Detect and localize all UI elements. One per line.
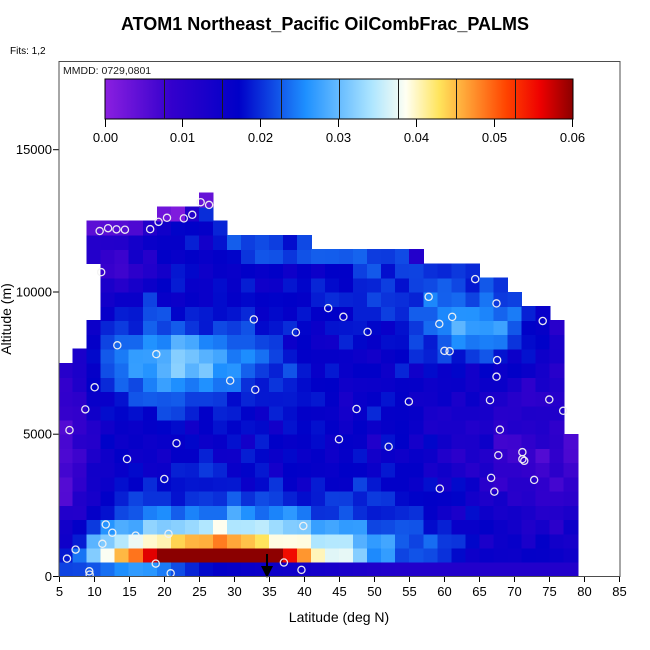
svg-text:0.02: 0.02 xyxy=(248,130,273,145)
svg-text:55: 55 xyxy=(402,584,416,599)
svg-text:70: 70 xyxy=(507,584,521,599)
svg-text:0: 0 xyxy=(45,569,52,584)
svg-text:75: 75 xyxy=(542,584,556,599)
svg-text:25: 25 xyxy=(192,584,206,599)
svg-text:Altitude (m): Altitude (m) xyxy=(0,283,14,355)
svg-text:0.05: 0.05 xyxy=(482,130,507,145)
svg-text:45: 45 xyxy=(332,584,346,599)
svg-text:10000: 10000 xyxy=(16,285,52,300)
svg-text:85: 85 xyxy=(612,584,626,599)
svg-text:20: 20 xyxy=(157,584,171,599)
svg-text:5000: 5000 xyxy=(23,427,52,442)
svg-text:0.06: 0.06 xyxy=(560,130,585,145)
svg-text:MMDD: 0729,0801: MMDD: 0729,0801 xyxy=(63,65,151,77)
svg-text:30: 30 xyxy=(227,584,241,599)
svg-text:0.01: 0.01 xyxy=(170,130,195,145)
svg-text:60: 60 xyxy=(437,584,451,599)
svg-text:0.00: 0.00 xyxy=(93,130,118,145)
svg-text:50: 50 xyxy=(367,584,381,599)
svg-text:Latitude (deg N): Latitude (deg N) xyxy=(289,609,389,625)
svg-text:5: 5 xyxy=(56,584,63,599)
svg-text:35: 35 xyxy=(262,584,276,599)
svg-text:0.04: 0.04 xyxy=(404,130,429,145)
svg-text:0.03: 0.03 xyxy=(326,130,351,145)
svg-text:65: 65 xyxy=(472,584,486,599)
svg-text:15000: 15000 xyxy=(16,142,52,157)
svg-text:40: 40 xyxy=(297,584,311,599)
svg-text:10: 10 xyxy=(87,584,101,599)
svg-text:80: 80 xyxy=(577,584,591,599)
svg-text:15: 15 xyxy=(122,584,136,599)
